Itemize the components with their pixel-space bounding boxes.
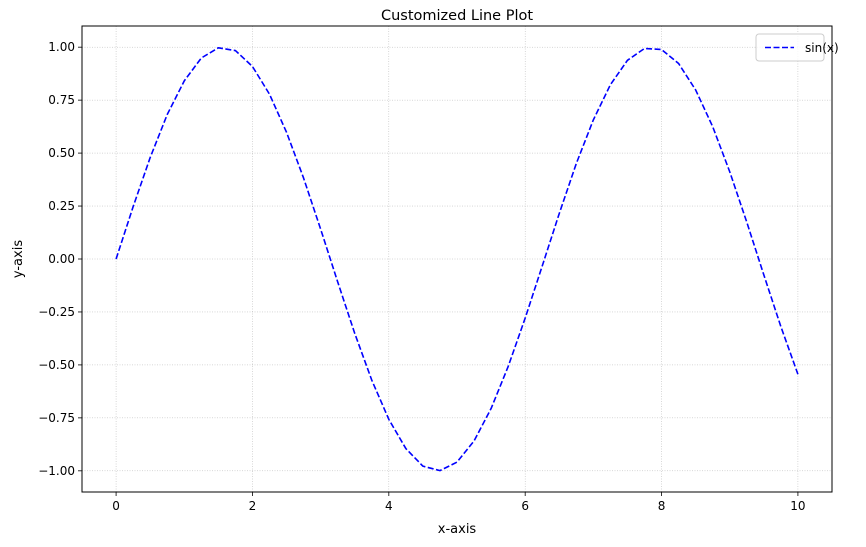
chart-title: Customized Line Plot bbox=[381, 8, 533, 24]
legend-box bbox=[755, 33, 825, 62]
x-tick-label: 0 bbox=[112, 499, 120, 513]
y-axis: 1.00 0.75 0.50 0.25 0.00 −0.25 −0.50 −0.75 −1.00 bbox=[38, 40, 82, 478]
y-tick-label: 0.50 bbox=[48, 146, 75, 160]
y-tick-label: −1.00 bbox=[38, 464, 75, 478]
y-tick-label: −0.25 bbox=[38, 305, 75, 319]
y-tick-label: 0.75 bbox=[48, 93, 75, 107]
y-tick-label: 0.00 bbox=[48, 252, 75, 266]
grid-layer bbox=[82, 26, 832, 492]
x-tick-label: 10 bbox=[790, 499, 805, 513]
x-tick-label: 8 bbox=[658, 499, 666, 513]
y-axis-label: y-axis bbox=[11, 240, 26, 278]
x-axis-label: x-axis bbox=[438, 522, 477, 537]
series-line-sin bbox=[115, 47, 799, 472]
plot-area bbox=[115, 47, 799, 472]
y-tick-label: −0.75 bbox=[38, 411, 75, 425]
y-tick-label: 0.25 bbox=[48, 199, 75, 213]
x-tick-label: 6 bbox=[521, 499, 529, 513]
x-axis: 0 2 4 6 8 10 bbox=[112, 492, 806, 513]
legend: sin(x) bbox=[755, 33, 839, 62]
y-tick-label: 1.00 bbox=[48, 40, 75, 54]
x-tick-label: 2 bbox=[249, 499, 257, 513]
legend-label: sin(x) bbox=[805, 41, 839, 55]
y-tick-label: −0.50 bbox=[38, 358, 75, 372]
x-tick-label: 4 bbox=[385, 499, 393, 513]
